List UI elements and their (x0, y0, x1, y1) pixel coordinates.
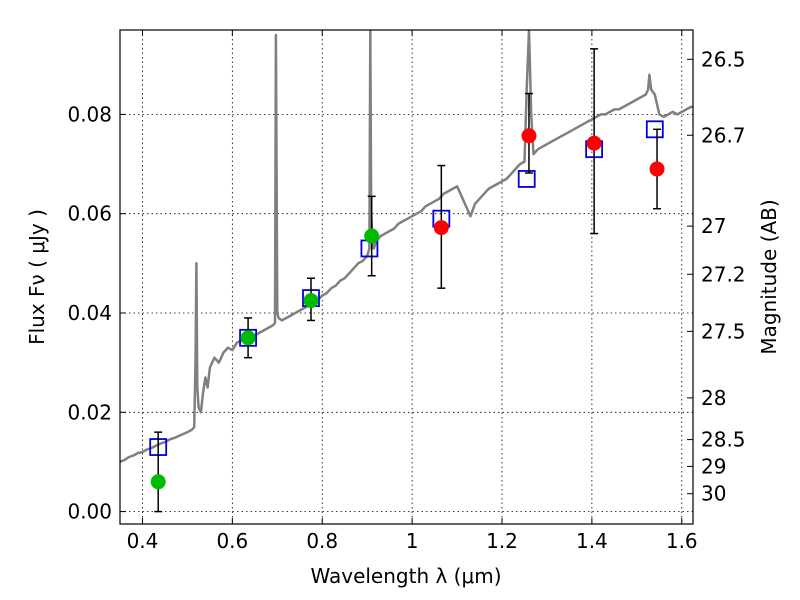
green-observed-point (240, 330, 256, 346)
x-tick-label: 1 (406, 529, 419, 553)
y2-tick-label: 28 (701, 386, 726, 410)
template-spectrum-line (120, 30, 693, 464)
y-tick-label: 0.06 (67, 202, 112, 226)
red-observed-point (433, 220, 449, 236)
y2-tick-label: 29 (701, 454, 726, 478)
x-tick-label: 1.4 (576, 529, 608, 553)
y2-tick-label: 27 (701, 214, 726, 238)
y-tick-label: 0.02 (67, 400, 112, 424)
y2-tick-label: 28.5 (701, 428, 746, 452)
red-observed-point (649, 161, 665, 177)
plot-area (120, 30, 693, 513)
plot-frame (119, 29, 694, 525)
axis-ticks (120, 30, 693, 524)
green-observed-point (364, 228, 380, 244)
green-observed-point (303, 293, 319, 309)
x-tick-label: 0.4 (127, 529, 159, 553)
x-tick-label: 1.6 (666, 529, 698, 553)
x-tick-label: 0.6 (216, 529, 248, 553)
y-tick-label: 0.04 (67, 301, 112, 325)
y-tick-label: 0.08 (67, 102, 112, 126)
x-axis-title: Wavelength λ (μm) (310, 564, 501, 588)
y-tick-label: 0.00 (67, 500, 112, 524)
y2-tick-label: 27.2 (701, 262, 746, 286)
model-flux-square (517, 170, 536, 188)
y2-axis-title: Magnitude (AB) (757, 199, 781, 354)
x-tick-label: 0.8 (306, 529, 338, 553)
x-tick-label: 1.2 (486, 529, 518, 553)
y2-tick-label: 30 (701, 482, 726, 506)
tick-labels: 0.4 0.6 0.8 1 1.2 1.4 1.6 0.00 0.02 0.04 0.06 0.08 2… (67, 47, 745, 553)
model-flux-square (645, 120, 664, 139)
y2-tick-label: 26.7 (701, 123, 746, 147)
grid-lines (120, 30, 693, 524)
red-observed-point (586, 135, 602, 151)
y2-tick-label: 26.5 (701, 47, 746, 71)
red-observed-point (521, 128, 537, 144)
y-axis-title: Flux Fν ( μJy ) (25, 209, 49, 345)
green-observed-point (150, 474, 166, 490)
y2-tick-label: 27.5 (701, 319, 746, 343)
